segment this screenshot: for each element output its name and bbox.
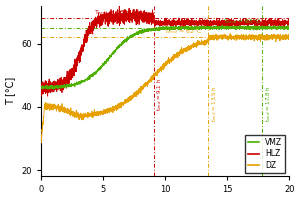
Text: T$_{end}$ = 68°C: T$_{end}$ = 68°C <box>94 8 132 17</box>
Text: t$_{end}$ = 17,8 h: t$_{end}$ = 17,8 h <box>264 85 272 122</box>
Legend: VMZ, HLZ, DZ: VMZ, HLZ, DZ <box>244 135 285 173</box>
Text: t$_{end}$ = 9,1 h: t$_{end}$ = 9,1 h <box>156 78 164 111</box>
Y-axis label: T [°C]: T [°C] <box>6 77 16 105</box>
Text: T$_{end}$ = 65°C: T$_{end}$ = 65°C <box>223 17 261 26</box>
Text: t$_{end}$ = 13,5 h: t$_{end}$ = 13,5 h <box>210 85 219 122</box>
Text: T$_{end}$ = 62°C: T$_{end}$ = 62°C <box>164 27 203 36</box>
